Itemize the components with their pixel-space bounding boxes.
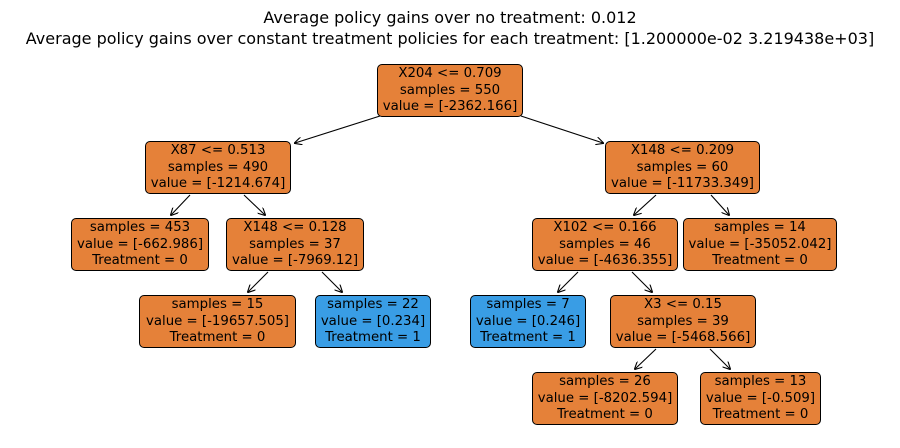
node-value-label: value = [-662.986] [76,236,204,252]
node-treatment-label: Treatment = 0 [712,407,809,422]
node-split-label: X87 <= 0.513 [170,143,266,158]
tree-leaf-15: samples = 15 value = [-19657.505] Treatm… [139,295,296,348]
edge-n1-n3 [243,194,265,215]
tree-leaf-26: samples = 26 value = [-8202.594] Treatme… [532,372,678,425]
figure-title-line-1: Average policy gains over no treatment: … [263,8,637,27]
edge-n3-n4 [248,271,269,292]
node-samples-label: samples = 60 [636,159,729,175]
edge-n6-n12 [710,194,729,215]
figure-title-line-2: Average policy gains over constant treat… [25,29,875,48]
edge-n3-n5 [321,271,342,292]
node-samples-label: samples = 14 [714,220,806,235]
node-split-label: X148 <= 0.209 [630,143,735,158]
node-value-label: value = [-5468.566] [615,330,751,345]
node-samples-label: samples = 22 [327,297,419,312]
node-samples-label: samples = 46 [559,236,651,252]
edge-n0-n6 [520,115,603,143]
node-treatment-label: Treatment = 0 [557,407,653,422]
edge-n0-n1 [295,115,381,143]
edge-n6-n7 [634,194,657,215]
node-treatment-label: Treatment = 0 [712,253,808,268]
tree-leaf-7: samples = 7 value = [0.246] Treatment = … [470,295,586,348]
edge-n7-n8 [558,271,579,292]
node-samples-label: samples = 37 [249,236,341,252]
tree-leaf-453: samples = 453 value = [-662.986] Treatme… [71,218,209,271]
node-samples-label: samples = 13 [714,374,807,389]
node-split-label: X204 <= 0.709 [398,66,502,81]
tree-node-root: X204 <= 0.709 samples = 550 value = [-23… [377,64,523,117]
tree-leaf-22: samples = 22 value = [0.234] Treatment =… [315,295,431,348]
node-split-label: X3 <= 0.15 [644,297,722,312]
tree-node-x87: X87 <= 0.513 samples = 490 value = [-121… [145,141,291,194]
node-value-label: value = [-19657.505] [146,313,289,329]
tree-leaf-13: samples = 13 value = [-0.509] Treatment … [700,372,821,425]
tree-node-x3: X3 <= 0.15 samples = 39 value = [-5468.5… [610,295,756,348]
node-split-label: X102 <= 0.166 [553,220,657,235]
tree-node-x102: X102 <= 0.166 samples = 46 value = [-463… [532,218,678,271]
edge-n1-n2 [171,194,191,215]
edge-n9-n11 [709,348,730,369]
node-value-label: value = [0.234] [320,313,426,329]
tree-node-x148-right: X148 <= 0.209 samples = 60 value = [-117… [605,141,760,194]
node-value-label: value = [-1214.674] [150,176,286,191]
node-samples-label: samples = 7 [486,297,570,312]
node-treatment-label: Treatment = 1 [325,330,421,345]
node-value-label: value = [-11733.349] [611,176,754,191]
node-treatment-label: Treatment = 0 [92,253,188,268]
node-treatment-label: Treatment = 1 [480,330,576,345]
node-value-label: value = [-8202.594] [537,390,673,406]
node-samples-label: samples = 26 [559,374,651,389]
edge-n9-n10 [635,348,657,369]
node-samples-label: samples = 550 [399,82,501,98]
node-samples-label: samples = 453 [89,220,191,235]
node-value-label: value = [-4636.355] [537,253,673,268]
node-value-label: value = [0.246] [475,313,581,329]
edge-n7-n9 [631,271,652,292]
node-samples-label: samples = 39 [637,313,729,329]
node-split-label: X148 <= 0.128 [243,220,347,235]
node-value-label: value = [-35052.042] [688,236,832,252]
node-treatment-label: Treatment = 0 [169,330,266,345]
node-samples-label: samples = 15 [171,297,264,312]
tree-leaf-14: samples = 14 value = [-35052.042] Treatm… [683,218,837,271]
node-value-label: value = [-7969.12] [231,253,359,268]
node-samples-label: samples = 490 [167,159,269,175]
node-value-label: value = [-2362.166] [382,99,518,114]
node-value-label: value = [-0.509] [705,390,816,406]
tree-node-x148-left: X148 <= 0.128 samples = 37 value = [-796… [226,218,364,271]
